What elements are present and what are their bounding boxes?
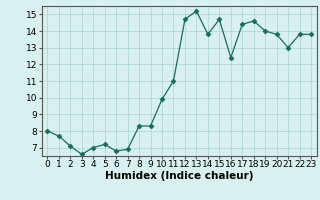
X-axis label: Humidex (Indice chaleur): Humidex (Indice chaleur) bbox=[105, 171, 253, 181]
